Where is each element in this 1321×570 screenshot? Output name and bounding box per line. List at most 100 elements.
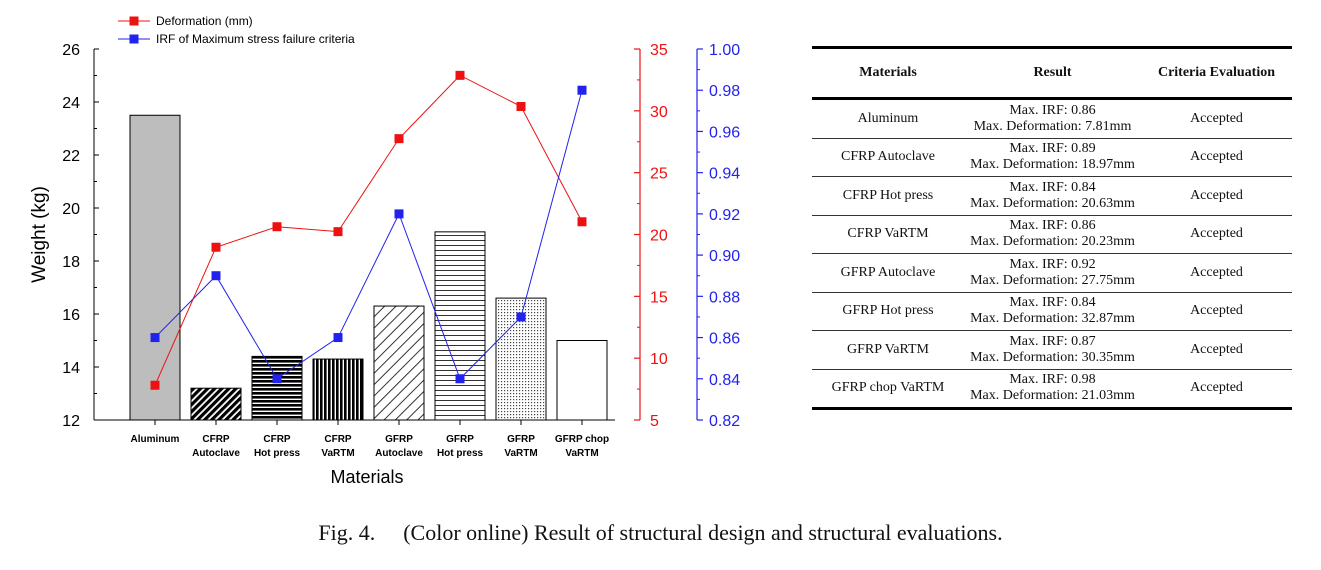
right-blue-axis-tick-label: 0.84	[709, 372, 740, 389]
left-axis-tick-label: 12	[62, 413, 80, 430]
col-header-result: Result	[1033, 65, 1072, 80]
legend-marker	[129, 16, 139, 26]
cell-material: GFRP Autoclave	[812, 253, 964, 293]
weight-bar	[373, 305, 425, 421]
table-row: GFRP Autoclave Max. IRF: 0.92 Max. Deforma…	[812, 253, 1292, 293]
cell-material: GFRP chop VaRTM	[812, 369, 964, 410]
x-axis-tick-label: VaRTM	[504, 448, 537, 459]
result-deformation: Max. Deformation: 7.81mm	[973, 118, 1132, 134]
caption-label: Fig. 4.	[318, 520, 376, 545]
cell-result: Max. IRF: 0.86 Max. Deformation: 20.23mm	[964, 215, 1141, 254]
series-point	[516, 312, 526, 322]
series-point	[272, 222, 282, 232]
right-blue-axis-tick-label: 0.88	[709, 289, 740, 306]
weight-bar	[190, 387, 242, 421]
table-row: CFRP Autoclave Max. IRF: 0.89 Max. Deforma…	[812, 138, 1292, 177]
series-point	[577, 85, 587, 95]
results-table-wrapper: Materials Result Criteria Evaluation Alu…	[812, 46, 1292, 410]
combo-chart: 12 14 16 18 20 22 24 26 Weight (kg) 5 10 15 20 25 30 3…	[29, 14, 740, 487]
series-point	[516, 102, 526, 112]
col-header-materials: Materials	[859, 65, 917, 80]
right-blue-axis-tick-label: 0.94	[709, 166, 740, 183]
weight-bar	[312, 358, 364, 421]
series-point	[150, 333, 160, 343]
right-blue-axis-tick-label: 1.00	[709, 42, 740, 59]
right-blue-axis-tick-label: 0.92	[709, 207, 740, 224]
result-irf: Max. IRF: 0.84	[1009, 179, 1096, 195]
result-irf: Max. IRF: 0.84	[1009, 295, 1096, 311]
x-axis-tick-label: Aluminum	[131, 434, 180, 445]
cell-result: Max. IRF: 0.92 Max. Deformation: 27.75mm	[964, 253, 1141, 293]
legend-marker	[129, 34, 139, 44]
cell-evaluation: Accepted	[1141, 176, 1292, 216]
cell-material: CFRP Hot press	[812, 176, 964, 216]
right-red-axis-tick-label: 10	[650, 351, 668, 368]
series-point	[272, 374, 282, 384]
result-irf: Max. IRF: 0.87	[1009, 333, 1096, 349]
result-irf: Max. IRF: 0.92	[1009, 256, 1096, 272]
left-axis-tick-label: 16	[62, 307, 80, 324]
table-header-row: Materials Result Criteria Evaluation	[812, 47, 1292, 99]
table-row: CFRP Hot press Max. IRF: 0.84 Max. Deforma…	[812, 176, 1292, 216]
x-axis-tick-label: Hot press	[437, 448, 484, 459]
result-deformation: Max. Deformation: 18.97mm	[970, 157, 1135, 173]
left-axis-tick-label: 26	[62, 42, 80, 59]
cell-evaluation: Accepted	[1141, 369, 1292, 410]
table-row: CFRP VaRTM Max. IRF: 0.86 Max. Deformation…	[812, 215, 1292, 254]
weight-bar	[556, 340, 608, 421]
cell-evaluation: Accepted	[1141, 98, 1292, 139]
series-point	[394, 209, 404, 219]
cell-evaluation: Accepted	[1141, 330, 1292, 370]
caption-text: (Color online) Result of structural desi…	[403, 520, 1003, 545]
weight-bar	[251, 355, 303, 421]
right-red-axis-tick-label: 5	[650, 413, 659, 430]
x-axis-tick-label: GFRP	[446, 434, 474, 445]
figure-caption: Fig. 4. (Color online) Result of structur…	[0, 520, 1321, 546]
result-deformation: Max. Deformation: 30.35mm	[970, 349, 1135, 365]
series-line	[154, 90, 583, 380]
cell-material: CFRP Autoclave	[812, 138, 964, 177]
series-point	[150, 380, 160, 390]
table-row: GFRP Hot press Max. IRF: 0.84 Max. Deforma…	[812, 292, 1292, 331]
right-red-axis-tick-label: 25	[650, 166, 668, 183]
weight-bar	[434, 231, 486, 421]
cell-material: CFRP VaRTM	[812, 215, 964, 254]
result-irf: Max. IRF: 0.89	[1009, 141, 1096, 157]
series-point	[455, 70, 465, 80]
cell-result: Max. IRF: 0.98 Max. Deformation: 21.03mm	[964, 369, 1141, 410]
x-axis-tick-label: VaRTM	[321, 448, 354, 459]
x-axis-tick-label: CFRP	[324, 434, 352, 445]
result-deformation: Max. Deformation: 32.87mm	[970, 311, 1135, 327]
left-axis-tick-label: 18	[62, 254, 80, 271]
table-row: GFRP chop VaRTM Max. IRF: 0.98 Max. Deform…	[812, 369, 1292, 410]
cell-evaluation: Accepted	[1141, 138, 1292, 177]
cell-result: Max. IRF: 0.86 Max. Deformation: 7.81mm	[964, 98, 1141, 139]
legend-label: Deformation (mm)	[156, 14, 253, 28]
series-point	[211, 271, 221, 281]
col-header-criteria: Criteria Evaluation	[1157, 65, 1276, 80]
cell-material: Aluminum	[812, 98, 964, 139]
series-point	[333, 333, 343, 343]
right-blue-axis-tick-label: 0.90	[709, 248, 740, 265]
results-table: Materials Result Criteria Evaluation Alu…	[812, 46, 1292, 410]
cell-result: Max. IRF: 0.84 Max. Deformation: 20.63mm	[964, 176, 1141, 216]
cell-result: Max. IRF: 0.89 Max. Deformation: 18.97mm	[964, 138, 1141, 177]
right-blue-axis-tick-label: 0.82	[709, 413, 740, 430]
right-blue-axis-tick-label: 0.96	[709, 124, 740, 141]
left-axis-tick-label: 14	[62, 360, 80, 377]
table-row: Aluminum Max. IRF: 0.86 Max. Deformation: …	[812, 98, 1292, 139]
x-axis-tick-label: Autoclave	[192, 448, 240, 459]
right-red-axis-tick-label: 15	[650, 289, 668, 306]
legend-label: IRF of Maximum stress failure criteria	[156, 32, 355, 46]
result-deformation: Max. Deformation: 21.03mm	[970, 388, 1135, 404]
x-axis-tick-label: CFRP	[202, 434, 230, 445]
result-deformation: Max. Deformation: 27.75mm	[970, 272, 1135, 288]
result-irf: Max. IRF: 0.98	[1009, 372, 1096, 388]
series-line	[154, 74, 583, 386]
result-deformation: Max. Deformation: 20.23mm	[970, 234, 1135, 250]
x-axis-tick-label: CFRP	[263, 434, 291, 445]
series-point	[394, 134, 404, 144]
cell-material: GFRP Hot press	[812, 292, 964, 331]
right-blue-axis-tick-label: 0.86	[709, 331, 740, 348]
x-axis-tick-label: VaRTM	[565, 448, 598, 459]
